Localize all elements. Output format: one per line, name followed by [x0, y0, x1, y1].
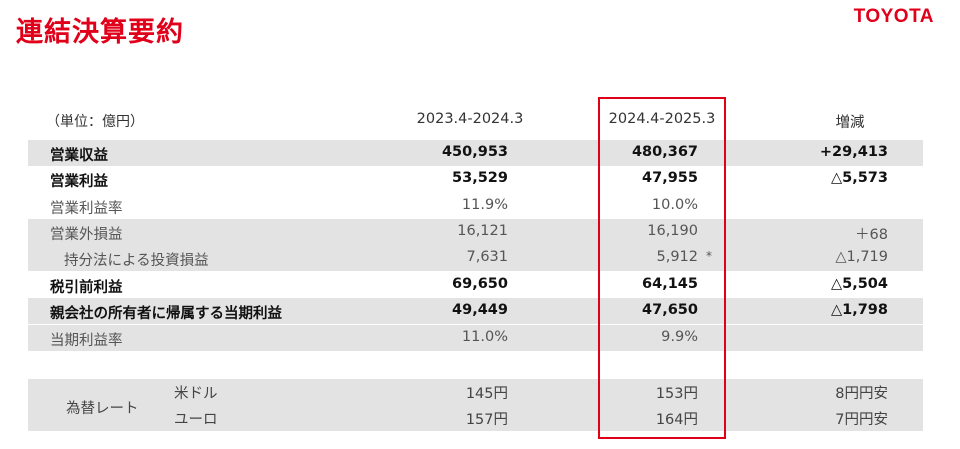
- usd-change: 8円円安: [835, 386, 888, 402]
- change-value: +29,413: [819, 144, 888, 160]
- current-year-value: 47,955: [642, 170, 698, 186]
- prior-year-value: 53,529: [452, 170, 508, 186]
- column-header-current-year: 2024.4-2025.3: [608, 111, 716, 127]
- toyota-logo: TOYOTA: [853, 6, 934, 27]
- unit-label: （単位：億円）: [46, 114, 144, 130]
- usd-current-year: 153円: [655, 386, 698, 402]
- table-row-net-margin: 当期利益率 11.0% 9.9%: [28, 325, 923, 351]
- current-year-value: 47,650: [642, 302, 698, 318]
- table-row-operating-income: 営業利益 53,529 47,955 △5,573: [28, 166, 923, 192]
- change-value: ＋68: [855, 227, 888, 243]
- current-year-value: 5,912: [656, 249, 698, 265]
- table-row-equity-method: 持分法による投資損益 7,631 5,912 * △1,719: [28, 245, 923, 271]
- prior-year-value: 49,449: [452, 302, 508, 318]
- prior-year-value: 7,631: [466, 249, 508, 265]
- row-label: 税引前利益: [50, 280, 123, 296]
- current-year-value: 64,145: [642, 276, 698, 292]
- column-header-change: 増減: [835, 115, 865, 131]
- current-year-value: 480,367: [631, 144, 698, 160]
- table-row-operating-margin: 営業利益率 11.9% 10.0%: [28, 193, 923, 219]
- prior-year-value: 11.0%: [461, 329, 508, 345]
- change-value: △5,504: [830, 276, 888, 292]
- table-row-non-operating: 営業外損益 16,121 16,190 ＋68: [28, 219, 923, 245]
- table-row-net-income: 親会社の所有者に帰属する当期利益 49,449 47,650 △1,798: [28, 298, 923, 324]
- eur-label: ユーロ: [174, 412, 218, 428]
- row-label: 営業利益率: [50, 201, 123, 217]
- column-header-prior-year: 2023.4-2024.3: [416, 111, 524, 127]
- prior-year-value: 450,953: [441, 144, 508, 160]
- row-label: 親会社の所有者に帰属する当期利益: [50, 306, 282, 322]
- exchange-rate-block: 為替レート 米ドル 145円 153円 8円円安 ユーロ 157円 164円 7…: [28, 379, 923, 431]
- table-row-pretax-income: 税引前利益 69,650 64,145 △5,504: [28, 272, 923, 298]
- eur-change: 7円円安: [835, 412, 888, 428]
- usd-label: 米ドル: [174, 386, 218, 402]
- row-label: 営業収益: [50, 148, 108, 164]
- prior-year-value: 16,121: [457, 223, 508, 239]
- current-year-value: 9.9%: [661, 329, 698, 345]
- row-label: 当期利益率: [50, 333, 123, 349]
- footnote-mark: *: [706, 249, 712, 263]
- usd-prior-year: 145円: [465, 386, 508, 402]
- eur-prior-year: 157円: [465, 412, 508, 428]
- row-label: 持分法による投資損益: [64, 253, 209, 269]
- change-value: △1,719: [835, 249, 888, 265]
- current-year-value: 16,190: [647, 223, 698, 239]
- eur-current-year: 164円: [655, 412, 698, 428]
- row-label: 営業外損益: [50, 227, 123, 243]
- prior-year-value: 11.9%: [461, 197, 508, 213]
- change-value: △5,573: [830, 170, 888, 186]
- current-year-value: 10.0%: [651, 197, 698, 213]
- prior-year-value: 69,650: [452, 276, 508, 292]
- exchange-rate-label: 為替レート: [66, 401, 139, 417]
- page-title: 連結決算要約: [16, 17, 184, 48]
- table-row-operating-revenue: 営業収益 450,953 480,367 +29,413: [28, 140, 923, 166]
- row-label: 営業利益: [50, 174, 108, 190]
- change-value: △1,798: [830, 302, 888, 318]
